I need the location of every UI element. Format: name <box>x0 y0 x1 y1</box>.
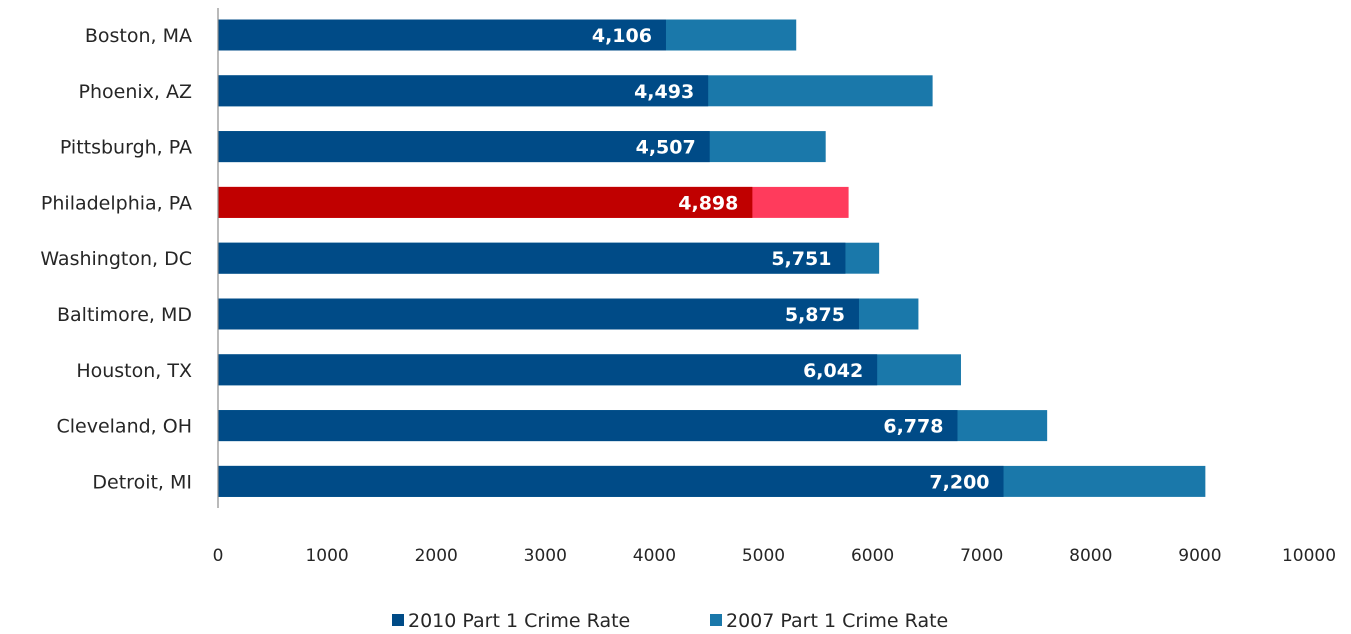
data-label-2010-5: 5,875 <box>785 304 845 326</box>
x-tick-label-5: 5000 <box>742 546 785 566</box>
category-label-6: Houston, TX <box>76 360 192 382</box>
data-label-2010-8: 7,200 <box>929 471 989 493</box>
bar-2010-6 <box>218 354 878 386</box>
x-tick-label-0: 0 <box>213 546 224 566</box>
category-label-8: Detroit, MI <box>92 471 192 493</box>
category-label-3: Philadelphia, PA <box>41 192 192 214</box>
legend-label-1: 2007 Part 1 Crime Rate <box>726 610 948 632</box>
legend-swatch-1 <box>710 614 722 626</box>
bar-2010-1 <box>218 75 709 107</box>
data-label-2010-2: 4,507 <box>636 137 696 159</box>
bar-2010-7 <box>218 410 958 442</box>
bar-2010-8 <box>218 465 1004 497</box>
data-label-2010-3: 4,898 <box>678 192 738 214</box>
legend: 2010 Part 1 Crime Rate 2007 Part 1 Crime … <box>392 610 948 632</box>
x-tick-label-3: 3000 <box>524 546 567 566</box>
data-label-2010-6: 6,042 <box>803 360 863 382</box>
x-tick-label-7: 7000 <box>960 546 1003 566</box>
category-label-5: Baltimore, MD <box>57 304 192 326</box>
category-label-4: Washington, DC <box>40 248 192 270</box>
category-label-7: Cleveland, OH <box>56 416 192 438</box>
category-label-0: Boston, MA <box>85 25 192 47</box>
bar-2010-2 <box>218 131 710 163</box>
legend-swatch-0 <box>392 614 404 626</box>
data-label-2010-1: 4,493 <box>634 81 694 103</box>
x-tick-label-2: 2000 <box>415 546 458 566</box>
x-tick-label-10: 10000 <box>1282 546 1336 566</box>
bar-2010-4 <box>218 242 846 274</box>
data-labels-layer: 4,106 4,493 4,507 4,898 5,751 5,875 6,042 6,778… <box>592 25 990 493</box>
x-tick-label-4: 4000 <box>633 546 676 566</box>
category-labels-layer: Boston, MA Phoenix, AZ Pittsburgh, PA Phila… <box>40 25 192 493</box>
x-tick-label-1: 1000 <box>305 546 348 566</box>
x-tick-labels-layer: 0 1000 2000 3000 4000 5000 6000 7000 8000 9000 100… <box>213 546 1336 566</box>
x-tick-label-6: 6000 <box>851 546 894 566</box>
data-label-2010-0: 4,106 <box>592 25 652 47</box>
bar-2010-3 <box>218 186 753 218</box>
data-label-2010-4: 5,751 <box>771 248 831 270</box>
x-tick-label-9: 9000 <box>1178 546 1221 566</box>
data-label-2010-7: 6,778 <box>883 416 943 438</box>
bar-2010-5 <box>218 298 859 330</box>
bars-layer <box>218 19 1206 497</box>
x-tick-label-8: 8000 <box>1069 546 1112 566</box>
category-label-2: Pittsburgh, PA <box>60 137 192 159</box>
legend-label-0: 2010 Part 1 Crime Rate <box>408 610 630 632</box>
category-label-1: Phoenix, AZ <box>79 81 192 103</box>
bar-2010-0 <box>218 19 666 51</box>
